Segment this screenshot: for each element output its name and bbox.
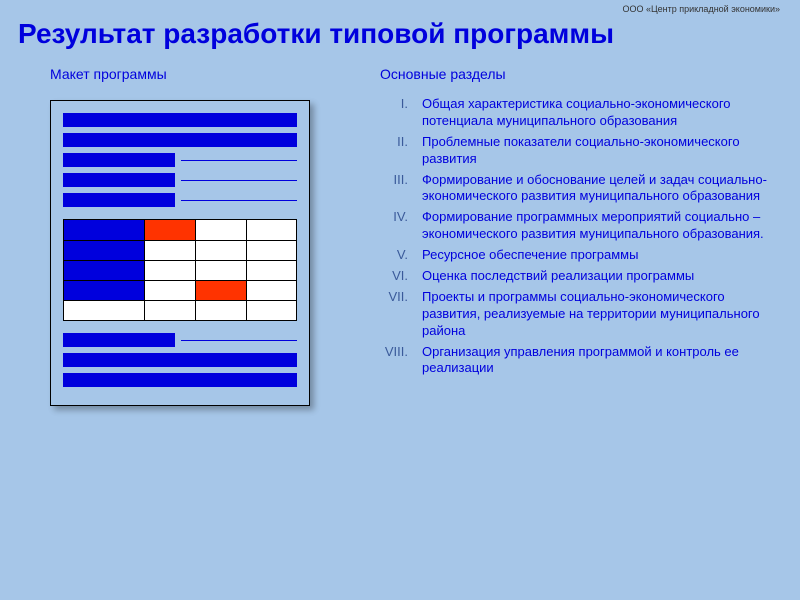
mockup-bar: [63, 373, 297, 387]
mockup-table-cell: [64, 281, 145, 300]
section-item: VII.Проекты и программы социально-эконом…: [380, 289, 770, 340]
mockup-line: [181, 180, 297, 181]
section-text: Ресурсное обеспечение программы: [422, 247, 770, 264]
mockup-table-cell: [145, 220, 196, 240]
section-text: Проекты и программы социально-экономичес…: [422, 289, 770, 340]
mockup-table-cell: [64, 261, 145, 280]
section-number: VI.: [380, 268, 422, 285]
section-number: III.: [380, 172, 422, 206]
program-mockup: [50, 100, 310, 406]
mockup-table-cell: [247, 261, 296, 280]
content-area: Макет программы Основные разделы I.Общая…: [0, 50, 800, 406]
mockup-table-row: [64, 220, 296, 240]
section-item: I.Общая характеристика социально-экономи…: [380, 96, 770, 130]
mockup-table-cell: [247, 301, 296, 320]
section-item: IV.Формирование программных мероприятий …: [380, 209, 770, 243]
section-item: III.Формирование и обоснование целей и з…: [380, 172, 770, 206]
right-column: Основные разделы I.Общая характеристика …: [380, 66, 770, 406]
mockup-table-cell: [196, 261, 247, 280]
mockup-bar-row: [63, 153, 297, 167]
mockup-table-cell: [145, 301, 196, 320]
org-label: ООО «Центр прикладной экономики»: [622, 4, 780, 14]
mockup-bar-row: [63, 173, 297, 187]
left-subtitle: Макет программы: [50, 66, 350, 82]
mockup-table-cell: [64, 301, 145, 320]
section-number: I.: [380, 96, 422, 130]
mockup-table-row: [64, 280, 296, 300]
mockup-bar-half: [63, 193, 175, 207]
section-number: V.: [380, 247, 422, 264]
mockup-table-cell: [145, 281, 196, 300]
section-text: Оценка последствий реализации программы: [422, 268, 770, 285]
section-number: IV.: [380, 209, 422, 243]
mockup-bar-half: [63, 173, 175, 187]
mockup-table-cell: [196, 241, 247, 260]
left-column: Макет программы: [50, 66, 350, 406]
mockup-bar-half: [63, 153, 175, 167]
section-item: V.Ресурсное обеспечение программы: [380, 247, 770, 264]
mockup-table-cell: [196, 220, 247, 240]
mockup-bar-row: [63, 333, 297, 347]
sections-list: I.Общая характеристика социально-экономи…: [380, 96, 770, 377]
section-text: Проблемные показатели социально-экономич…: [422, 134, 770, 168]
section-item: VI.Оценка последствий реализации програм…: [380, 268, 770, 285]
mockup-table-cell: [145, 241, 196, 260]
mockup-bar: [63, 133, 297, 147]
mockup-table-cell: [247, 220, 296, 240]
mockup-table-row: [64, 260, 296, 280]
mockup-table: [63, 219, 297, 321]
mockup-bar-half: [63, 333, 175, 347]
section-text: Общая характеристика социально-экономиче…: [422, 96, 770, 130]
mockup-bar-row: [63, 193, 297, 207]
mockup-table-cell: [196, 301, 247, 320]
section-text: Организация управления программой и конт…: [422, 344, 770, 378]
mockup-table-row: [64, 240, 296, 260]
mockup-table-cell: [196, 281, 247, 300]
mockup-table-row: [64, 300, 296, 320]
section-item: VIII.Организация управления программой и…: [380, 344, 770, 378]
section-text: Формирование программных мероприятий соц…: [422, 209, 770, 243]
mockup-table-cell: [247, 241, 296, 260]
mockup-table-cell: [247, 281, 296, 300]
mockup-line: [181, 160, 297, 161]
section-number: VII.: [380, 289, 422, 340]
right-subtitle: Основные разделы: [380, 66, 770, 82]
mockup-line: [181, 340, 297, 341]
section-item: II.Проблемные показатели социально-эконо…: [380, 134, 770, 168]
section-number: II.: [380, 134, 422, 168]
section-text: Формирование и обоснование целей и задач…: [422, 172, 770, 206]
mockup-bar: [63, 353, 297, 367]
mockup-table-cell: [64, 241, 145, 260]
mockup-table-cell: [145, 261, 196, 280]
section-number: VIII.: [380, 344, 422, 378]
mockup-line: [181, 200, 297, 201]
mockup-bar: [63, 113, 297, 127]
mockup-table-cell: [64, 220, 145, 240]
